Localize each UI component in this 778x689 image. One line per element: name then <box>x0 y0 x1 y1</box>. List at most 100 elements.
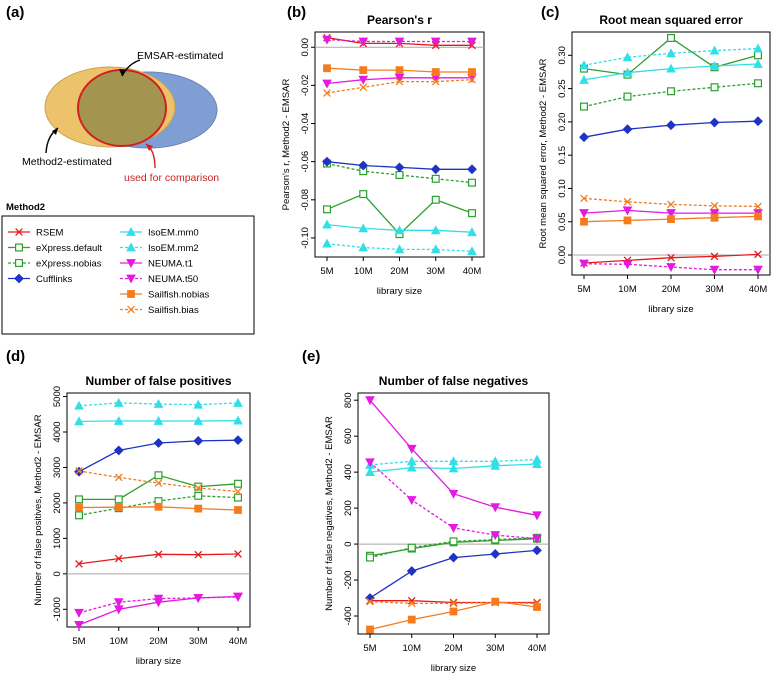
point-neuma_t1 <box>322 79 332 89</box>
point-express_nobias <box>407 543 416 552</box>
point-neuma_t50 <box>394 37 405 47</box>
y-tick-label: -200 <box>343 571 354 590</box>
point-isoem_mm2 <box>322 238 332 248</box>
point-rsem <box>710 252 719 261</box>
legend-marker-neuma_t50 <box>126 274 136 284</box>
panel-label-d: (d) <box>6 348 25 365</box>
method2-label: Method2-estimated <box>22 156 112 168</box>
point-isoem_mm0 <box>358 223 369 233</box>
point-express_nobias <box>395 171 404 180</box>
comparison-label: used for comparison <box>124 172 219 184</box>
point-cufflinks <box>532 545 542 556</box>
y-axis-label: Number of false positives, Method2 - EMS… <box>33 414 44 605</box>
point-isoem_mm0 <box>753 58 763 68</box>
point-sailfish_bias <box>154 479 163 487</box>
comparison-region <box>77 69 167 147</box>
point-sailfish_nobias <box>234 506 242 514</box>
legend-box <box>1 215 255 335</box>
point-neuma_t50 <box>153 594 164 604</box>
legend-marker-neuma_t1 <box>126 259 136 269</box>
point-cufflinks <box>579 132 589 143</box>
point-sailfish_nobias <box>754 212 762 221</box>
point-isoem_mm0 <box>532 458 542 468</box>
point-isoem_mm2 <box>430 244 441 254</box>
point-isoem_mm2 <box>358 242 369 252</box>
legend-marker-rsem <box>15 228 23 236</box>
point-isoem_mm0 <box>622 67 633 77</box>
point-cufflinks <box>666 120 676 131</box>
point-express_nobias <box>666 87 675 96</box>
point-sailfish_nobias <box>667 215 675 223</box>
y-tick-label: 0.00 <box>557 246 568 265</box>
point-neuma_t50 <box>467 37 477 47</box>
point-neuma_t50 <box>74 608 84 618</box>
point-neuma_t50 <box>233 592 243 602</box>
legend-label-sailfish_nobias: Sailfish.nobias <box>148 290 210 301</box>
venn-panel: (a) EMSAR-estimated Method2-estimated us… <box>6 4 224 184</box>
series-line-rsem <box>583 253 759 264</box>
point-neuma_t50 <box>579 259 589 269</box>
point-rsem <box>667 253 675 262</box>
point-sailfish_bias <box>114 473 123 482</box>
point-isoem_mm0 <box>666 63 676 73</box>
series-sailfish_bias <box>366 597 541 608</box>
point-neuma_t1 <box>74 620 84 630</box>
point-sailfish_bias <box>754 202 762 211</box>
legend-label-express_nobias: eXpress.nobias <box>36 259 102 270</box>
emsar-arrowhead <box>119 69 126 76</box>
point-sailfish_bias <box>623 197 632 206</box>
point-isoem_mm0 <box>448 463 459 473</box>
x-tick-label: 30M <box>189 636 208 647</box>
series-line-sailfish_nobias <box>369 600 538 631</box>
point-neuma_t50 <box>490 531 501 541</box>
point-sailfish_nobias <box>194 504 203 513</box>
point-express_nobias <box>579 102 588 111</box>
point-neuma_t1 <box>365 396 375 406</box>
panel-d: (d) Number of false positives -1000 0 1000 2… <box>6 348 251 667</box>
point-isoem_mm2 <box>709 45 720 55</box>
series-sailfish_bias <box>580 194 762 211</box>
point-neuma_t1 <box>490 503 501 513</box>
x-tick-label: 10M <box>403 643 422 654</box>
point-sailfish_bias <box>323 89 331 97</box>
point-sailfish_bias <box>359 83 368 92</box>
y-tick-label: 0.30 <box>557 46 568 65</box>
series-isoem_mm2 <box>322 238 477 256</box>
point-isoem_mm2 <box>394 244 405 254</box>
series-line-rsem <box>78 553 239 565</box>
series-sailfish_bias <box>323 75 476 97</box>
x-tick-label: 40M <box>229 636 248 647</box>
legend-items: RSEM eXpress.default eXpress.nobias Cufflin… <box>8 226 210 316</box>
x-tick-label: 20M <box>444 643 463 654</box>
point-sailfish_nobias <box>431 68 440 76</box>
legend-title: Method2 <box>6 202 45 213</box>
series-isoem_mm0 <box>74 415 243 426</box>
point-neuma_t1 <box>406 444 417 454</box>
point-sailfish_bias <box>667 200 675 209</box>
panel-label-a: (a) <box>6 4 24 21</box>
legend-label-rsem: RSEM <box>36 228 64 239</box>
x-tick-label: 5M <box>320 266 333 277</box>
panel-c: (c) Root mean squared error 0.00 0.05 0.10 0… <box>538 4 771 315</box>
point-cufflinks <box>430 164 441 175</box>
point-rsem <box>407 596 416 605</box>
point-express_nobias <box>366 553 375 562</box>
point-express_default <box>468 209 477 218</box>
legend-marker-cufflinks <box>14 273 24 284</box>
y-axis-label: Number of false negatives, Method2 - EMS… <box>324 416 335 611</box>
series-express_nobias <box>579 79 762 111</box>
point-cufflinks <box>622 124 633 135</box>
point-rsem <box>194 550 203 559</box>
point-isoem_mm0 <box>322 219 332 229</box>
point-express_nobias <box>74 511 83 520</box>
y-tick-label: 0.25 <box>557 79 568 98</box>
point-express_default <box>74 495 83 504</box>
point-cufflinks <box>153 438 164 448</box>
plot-frame <box>314 31 485 258</box>
point-neuma_t1 <box>448 489 459 499</box>
point-sailfish_nobias <box>407 615 416 624</box>
point-isoem_mm2 <box>666 48 676 58</box>
point-isoem_mm0 <box>113 415 124 425</box>
legend-label-express_default: eXpress.default <box>36 243 102 254</box>
